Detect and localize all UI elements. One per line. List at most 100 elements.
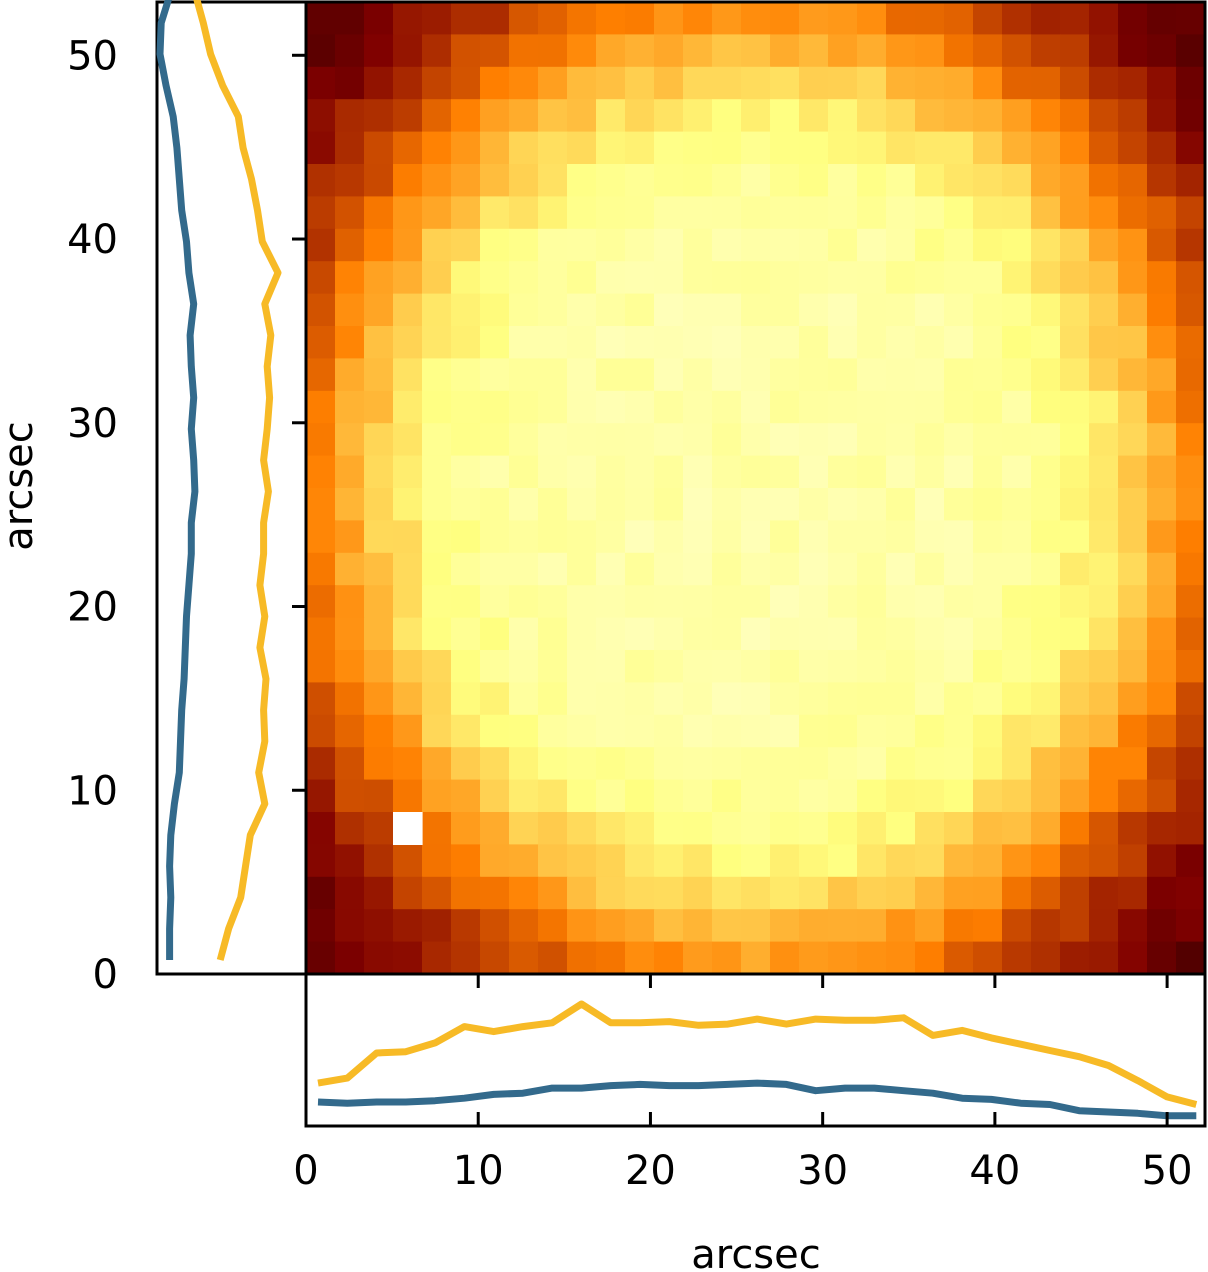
heatmap-cell: [364, 876, 394, 910]
heatmap-cell: [857, 293, 887, 327]
left-peak-profile: [193, 0, 282, 961]
heatmap-cell: [1002, 66, 1032, 100]
heatmap-cell: [625, 455, 655, 489]
heatmap-cell: [973, 941, 1003, 975]
heatmap-cell: [364, 650, 394, 683]
heatmap-cell: [1031, 358, 1061, 392]
heatmap-cell: [1089, 779, 1119, 813]
heatmap-cell: [1147, 66, 1177, 100]
heatmap-cell: [509, 66, 539, 100]
heatmap-cell: [828, 941, 858, 975]
heatmap-cell: [886, 390, 916, 424]
heatmap-cell: [364, 66, 394, 100]
heatmap-cell: [451, 390, 481, 424]
heatmap-cell: [538, 812, 568, 845]
heatmap-cell: [915, 261, 945, 295]
heatmap-cell: [1147, 131, 1177, 165]
heatmap-cell: [1060, 682, 1090, 716]
heatmap-cell: [741, 714, 771, 748]
heatmap-cell: [596, 909, 626, 943]
heatmap-cell: [1031, 164, 1061, 197]
heatmap-cell: [886, 650, 916, 683]
heatmap-cell: [799, 326, 829, 359]
heatmap-cell: [1176, 488, 1206, 521]
heatmap-cell: [596, 326, 626, 359]
heatmap-cell: [712, 714, 742, 748]
heatmap-cell: [625, 261, 655, 295]
heatmap-cell: [538, 2, 568, 35]
heatmap-cell: [364, 99, 394, 133]
heatmap-cell: [335, 34, 365, 68]
heatmap-cell: [944, 552, 974, 586]
heatmap-cell: [306, 423, 336, 457]
heatmap-cell: [451, 293, 481, 327]
heatmap-cell: [683, 455, 713, 489]
heatmap-cell: [741, 488, 771, 521]
heatmap-cell: [799, 812, 829, 845]
heatmap-cell: [770, 714, 800, 748]
heatmap-cell: [625, 423, 655, 457]
heatmap-cell: [335, 844, 365, 878]
heatmap-cell: [538, 747, 568, 781]
heatmap-cell: [509, 131, 539, 165]
heatmap-cell: [1089, 423, 1119, 457]
heatmap-cell: [625, 779, 655, 813]
heatmap-cell: [915, 423, 945, 457]
heatmap-cell: [857, 390, 887, 424]
heatmap-cell: [1118, 909, 1148, 943]
heatmap-cell: [509, 326, 539, 359]
heatmap-cell: [393, 747, 423, 781]
heatmap-cell: [364, 552, 394, 586]
heatmap-cell: [973, 164, 1003, 197]
heatmap-cell: [509, 261, 539, 295]
heatmap-cell: [538, 326, 568, 359]
heatmap-cell: [480, 131, 510, 165]
heatmap-cell: [712, 131, 742, 165]
heatmap-cell: [741, 228, 771, 262]
heatmap-cell: [1147, 650, 1177, 683]
heatmap-cell: [306, 164, 336, 197]
heatmap-cell: [973, 2, 1003, 35]
heatmap-cell: [422, 779, 452, 813]
heatmap-cell: [915, 455, 945, 489]
heatmap-cell: [596, 552, 626, 586]
heatmap-cell: [567, 876, 597, 910]
heatmap-cell: [538, 261, 568, 295]
heatmap-cell: [1002, 358, 1032, 392]
heatmap-cell: [538, 876, 568, 910]
heatmap-cell: [422, 326, 452, 359]
heatmap-cell: [1089, 34, 1119, 68]
heatmap-cell: [509, 844, 539, 878]
heatmap-cell: [654, 520, 684, 554]
heatmap-cell: [364, 293, 394, 327]
heatmap-cell: [915, 164, 945, 197]
heatmap-cell: [915, 876, 945, 910]
heatmap-cell: [480, 196, 510, 230]
heatmap-cell: [683, 488, 713, 521]
heatmap-cell: [712, 358, 742, 392]
heatmap-cell: [915, 779, 945, 813]
heatmap-cell: [1147, 682, 1177, 716]
x-tick-label: 10: [453, 1148, 504, 1194]
heatmap-cell: [770, 617, 800, 651]
heatmap-cell: [306, 779, 336, 813]
heatmap-cell: [538, 164, 568, 197]
heatmap-cell: [741, 34, 771, 68]
heatmap-cell: [1031, 585, 1061, 619]
heatmap-cell: [451, 812, 481, 845]
heatmap-cell: [1147, 812, 1177, 845]
heatmap-cell: [1089, 131, 1119, 165]
heatmap-cell: [683, 682, 713, 716]
heatmap-cell: [1060, 34, 1090, 68]
heatmap-cell: [1031, 779, 1061, 813]
heatmap-cell: [596, 585, 626, 619]
heatmap-cell: [915, 617, 945, 651]
heatmap-cell: [625, 99, 655, 133]
heatmap-cell: [1002, 261, 1032, 295]
heatmap-cell: [1118, 423, 1148, 457]
heatmap-cell: [712, 617, 742, 651]
heatmap-cell: [1176, 66, 1206, 100]
heatmap-cell: [596, 358, 626, 392]
heatmap-cell: [1002, 682, 1032, 716]
heatmap-cell: [973, 844, 1003, 878]
